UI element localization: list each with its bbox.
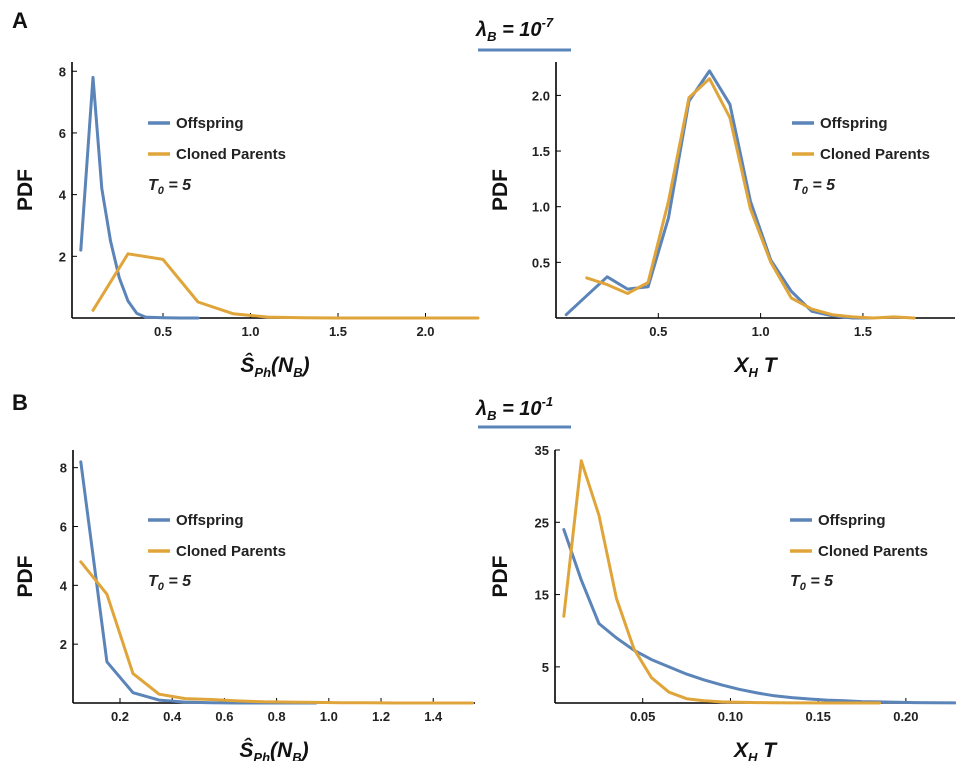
legend: Offspring Cloned Parents	[148, 115, 286, 163]
lambda-exp: -7	[542, 15, 554, 30]
x-tick-label: 0.4	[163, 709, 182, 724]
svg-text:λB = 10-7: λB = 10-7	[475, 15, 554, 44]
lambda-eq: = 10	[497, 398, 542, 420]
annotation-t0: T0 = 5	[792, 177, 836, 197]
x-axis-label: XH T	[733, 739, 778, 761]
x-tick-label: 0.15	[806, 709, 831, 724]
series-line-offspring	[562, 528, 956, 705]
x-tick-label: 0.2	[111, 709, 129, 724]
lambda-sub: B	[487, 29, 496, 44]
x-tick-label: 0.05	[630, 709, 655, 724]
x-axis-label: ŜPh(NB)	[239, 738, 308, 761]
x-tick-label: 1.4	[424, 709, 443, 724]
panel-letter-a: A	[12, 8, 28, 33]
y-axis-label: PDF	[489, 555, 512, 597]
y-tick-label: 8	[59, 64, 66, 79]
legend-label: Cloned Parents	[176, 146, 286, 163]
x-axis-label: ŜPh(NB)	[240, 353, 309, 380]
y-axis-label: PDF	[14, 169, 37, 211]
y-axis-label: PDF	[489, 169, 512, 211]
chart-b-right: 0.05 0.10 0.15 0.20 5 15 25 35 PDF XH T Offspring C…	[489, 443, 956, 761]
panel-letter-b: B	[12, 390, 28, 415]
legend-label: Offspring	[176, 512, 244, 529]
legend-label: Offspring	[176, 115, 244, 132]
series-line-offspring	[79, 460, 318, 705]
x-tick-label: 1.0	[241, 324, 259, 339]
x-tick-label: 2.0	[416, 324, 434, 339]
x-tick-label: 0.6	[215, 709, 233, 724]
x-axis-label: XH T	[733, 354, 778, 380]
legend-label: Cloned Parents	[820, 146, 930, 163]
chart-a-right: 0.5 1.0 1.5 0.5 1.0 1.5 2.0 PDF XH T Offspring Clo…	[489, 62, 955, 380]
series-line-cloned-parents	[91, 252, 480, 320]
annotation-t0: T0 = 5	[148, 573, 192, 593]
x-tick-label: 0.10	[718, 709, 743, 724]
legend-label: Offspring	[820, 115, 888, 132]
x-tick-label: 1.0	[320, 709, 338, 724]
series-line-offspring	[564, 69, 875, 320]
x-tick-label: 0.20	[893, 709, 918, 724]
legend-label: Cloned Parents	[818, 543, 928, 560]
x-tick-label: 1.2	[372, 709, 390, 724]
legend: Offspring Cloned Parents	[790, 512, 928, 560]
x-tick-label: 0.8	[268, 709, 286, 724]
x-tick-label: 1.5	[329, 324, 347, 339]
y-tick-label: 4	[60, 578, 68, 593]
series-line-offspring	[79, 75, 200, 320]
lambda-symbol: λ	[475, 398, 487, 420]
series-line-cloned-parents	[562, 459, 882, 705]
y-tick-label: 15	[535, 588, 549, 603]
y-axis-label: PDF	[14, 555, 37, 597]
y-tick-label: 4	[59, 188, 67, 203]
x-tick-label: 1.5	[854, 324, 872, 339]
legend: Offspring Cloned Parents	[792, 115, 930, 163]
lambda-sub: B	[487, 408, 496, 423]
y-tick-label: 2	[59, 249, 66, 264]
x-tick-label: 0.5	[649, 324, 667, 339]
y-tick-label: 2	[60, 637, 67, 652]
y-tick-label: 6	[60, 519, 67, 534]
chart-b-left: 0.2 0.4 0.6 0.8 1.0 1.2 1.4 2 4 6 8 PDF ŜPh(NB) Offsp…	[14, 450, 475, 761]
x-tick-label: 0.5	[154, 324, 172, 339]
lambda-symbol: λ	[475, 19, 487, 41]
legend: Offspring Cloned Parents	[148, 512, 286, 560]
y-tick-label: 35	[535, 443, 549, 458]
y-tick-label: 6	[59, 126, 66, 141]
x-tick-label: 1.0	[752, 324, 770, 339]
chart-a-left: 0.5 1.0 1.5 2.0 2 4 6 8 PDF ŜPh(NB) Offspring Clone…	[14, 62, 480, 380]
annotation-t0: T0 = 5	[148, 177, 192, 197]
series-line-cloned-parents	[79, 560, 474, 705]
charts: 0.5 1.0 1.5 2.0 2 4 6 8 PDF ŜPh(NB) Offspring Clone…	[14, 62, 956, 761]
y-tick-label: 2.0	[532, 88, 550, 103]
y-tick-label: 1.0	[532, 200, 550, 215]
lambda-heading-a: λB = 10-7	[475, 15, 571, 52]
annotation-t0: T0 = 5	[790, 573, 834, 593]
lambda-exp: -1	[542, 394, 554, 409]
lambda-eq: = 10	[497, 19, 542, 41]
y-tick-label: 25	[535, 515, 549, 530]
lambda-heading-b: λB = 10-1	[475, 394, 571, 429]
series-line-cloned-parents	[585, 77, 916, 320]
y-tick-label: 5	[542, 660, 549, 675]
y-tick-label: 0.5	[532, 255, 550, 270]
y-tick-label: 8	[60, 461, 67, 476]
legend-label: Cloned Parents	[176, 543, 286, 560]
legend-label: Offspring	[818, 512, 886, 529]
y-tick-label: 1.5	[532, 144, 550, 159]
svg-text:λB = 10-1: λB = 10-1	[475, 394, 553, 423]
